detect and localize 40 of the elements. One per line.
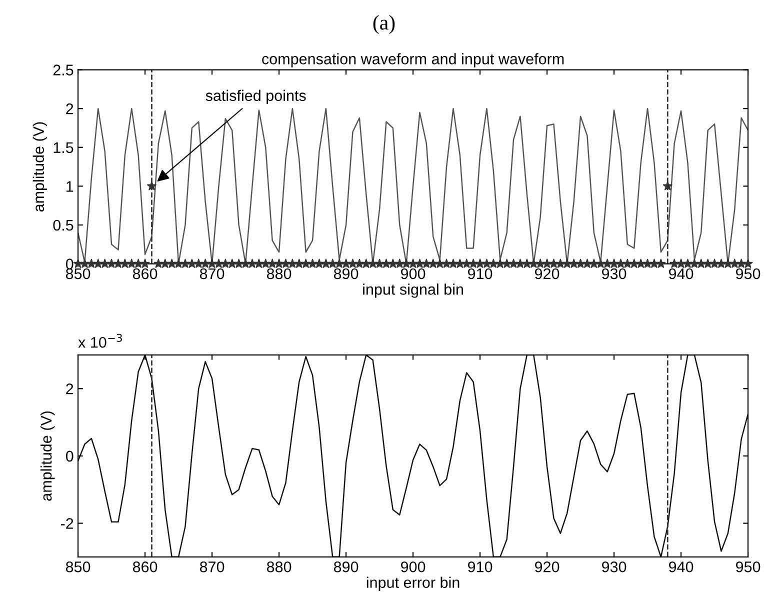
x-tick-label: 910	[468, 561, 492, 572]
x-tick-label: 950	[736, 268, 760, 280]
x-tick-label: 850	[66, 268, 90, 280]
x-tick-label: 880	[266, 268, 292, 280]
y-tick-label: 2	[66, 103, 74, 114]
line-series	[78, 354, 748, 557]
x-tick-label: 940	[669, 268, 694, 280]
y-tick-label: -2	[60, 518, 74, 529]
y-tick-label: 2.5	[53, 64, 74, 76]
x-tick-label: 920	[535, 268, 560, 280]
x-tick-label: 930	[602, 268, 626, 280]
x-axis-title: input signal bin	[363, 284, 464, 298]
x-tick-label: 920	[535, 561, 560, 572]
x-tick-label: 940	[669, 561, 694, 572]
y-tick-label: 2	[66, 383, 74, 394]
x-tick-label: 870	[200, 268, 224, 280]
annotation: satisfied points	[206, 90, 306, 104]
x-tick-label: 850	[66, 561, 90, 572]
x-tick-label: 890	[334, 561, 358, 572]
y-tick-label: 1.5	[54, 142, 74, 154]
chart-subtitle: compensation waveform and input waveform	[262, 53, 564, 68]
y-tick-label: 0	[66, 450, 74, 462]
y-axis-title: amplitude (V)	[32, 122, 48, 212]
chart-title: (a)	[373, 15, 395, 34]
y-axis-title: amplitude (V)	[40, 411, 55, 501]
x-tick-label: 880	[266, 561, 292, 572]
x-axis-title: input error bin	[366, 576, 460, 591]
x-tick-label: 900	[401, 268, 426, 280]
x-tick-label: 890	[334, 268, 358, 280]
x-tick-label: 870	[200, 561, 224, 572]
x-tick-label: 860	[132, 268, 158, 280]
y-tick-label: 1	[66, 181, 74, 192]
x-tick-label: 950	[736, 561, 760, 572]
x-tick-label: 900	[401, 561, 426, 572]
y-tick-label: 0	[66, 258, 74, 270]
x-tick-label: 910	[468, 268, 492, 280]
x-tick-label: 860	[132, 561, 158, 572]
x-tick-label: 930	[602, 561, 626, 572]
y-tick-label: 0.5	[53, 220, 74, 231]
text: x 10$^{−3}$	[78, 334, 122, 348]
